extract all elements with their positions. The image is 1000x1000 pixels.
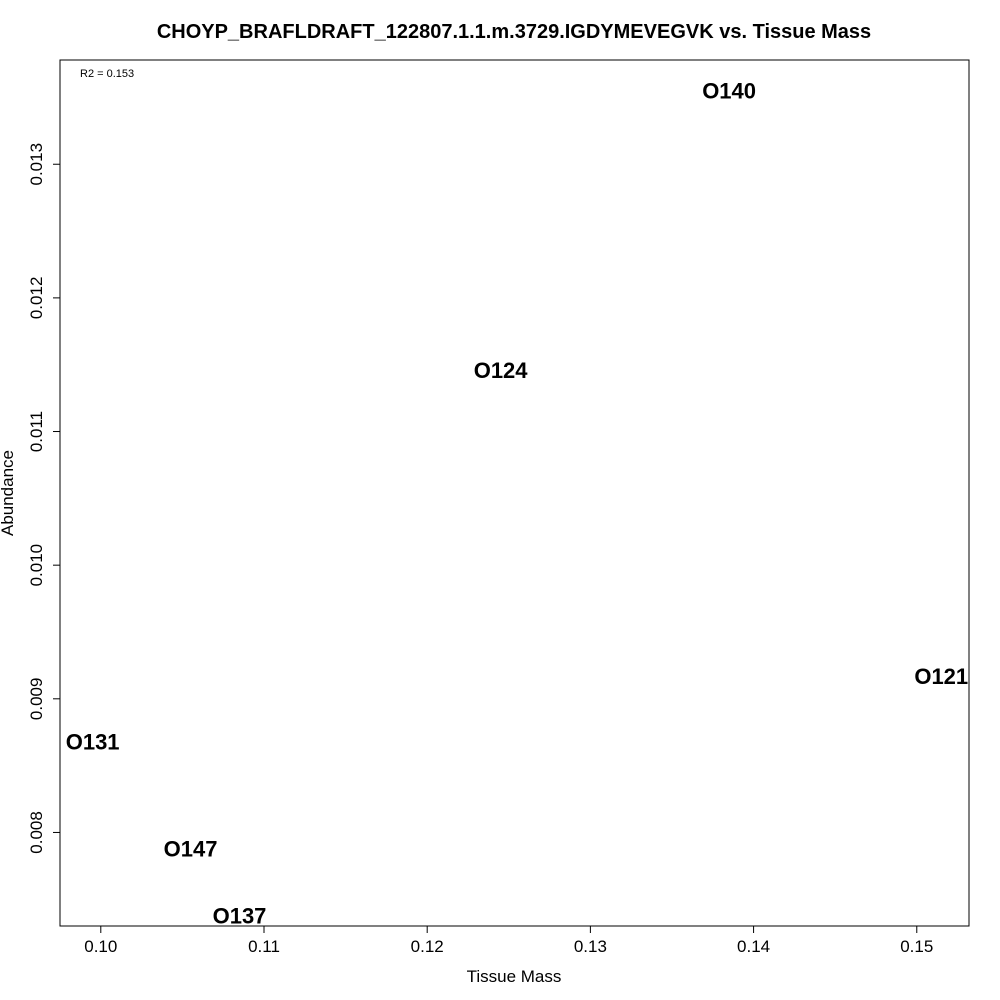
x-tick-label: 0.15 — [900, 937, 933, 956]
y-axis-label: Abundance — [0, 450, 17, 536]
y-tick-label: 0.013 — [27, 143, 46, 186]
point-o147: O147 — [164, 836, 218, 861]
x-tick-label: 0.14 — [737, 937, 770, 956]
x-tick-label: 0.12 — [411, 937, 444, 956]
data-points: O140 O124 O121 O131 O147 O137 — [66, 79, 968, 929]
x-axis-label: Tissue Mass — [467, 967, 562, 986]
plot-frame — [59, 59, 970, 927]
r2-annotation: R2 = 0.153 — [80, 68, 134, 80]
y-tick-label: 0.008 — [27, 811, 46, 854]
y-tick-label: 0.009 — [27, 678, 46, 721]
point-o121: O121 — [914, 664, 968, 689]
y-tick-label: 0.012 — [27, 277, 46, 320]
y-axis: 0.008 0.009 0.010 0.011 0.012 0.013 — [27, 143, 61, 854]
chart-title: CHOYP_BRAFLDRAFT_122807.1.1.m.3729.IGDYM… — [157, 21, 871, 43]
point-o140: O140 — [702, 79, 756, 104]
y-tick-label: 0.011 — [27, 411, 46, 452]
y-tick-label: 0.010 — [27, 544, 46, 587]
x-tick-label: 0.11 — [248, 937, 280, 956]
point-o137: O137 — [213, 903, 267, 928]
x-tick-label: 0.10 — [84, 937, 117, 956]
point-o131: O131 — [66, 730, 120, 755]
point-o124: O124 — [474, 358, 529, 383]
x-axis: 0.10 0.11 0.12 0.13 0.14 0.15 — [84, 925, 933, 956]
x-tick-label: 0.13 — [574, 937, 607, 956]
